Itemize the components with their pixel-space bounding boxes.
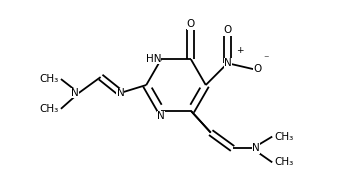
Text: N: N: [157, 111, 165, 121]
Text: N: N: [71, 88, 79, 98]
Text: O: O: [223, 25, 232, 35]
Text: N: N: [252, 143, 260, 153]
Text: N: N: [116, 88, 124, 98]
Text: CH₃: CH₃: [274, 157, 293, 167]
Text: +: +: [237, 46, 244, 55]
Text: N: N: [224, 58, 232, 68]
Text: CH₃: CH₃: [274, 132, 293, 142]
Text: O: O: [253, 64, 262, 74]
Text: ⁻: ⁻: [263, 54, 269, 64]
Text: HN: HN: [146, 54, 161, 64]
Text: CH₃: CH₃: [40, 74, 59, 84]
Text: O: O: [187, 20, 195, 29]
Text: CH₃: CH₃: [40, 104, 59, 114]
